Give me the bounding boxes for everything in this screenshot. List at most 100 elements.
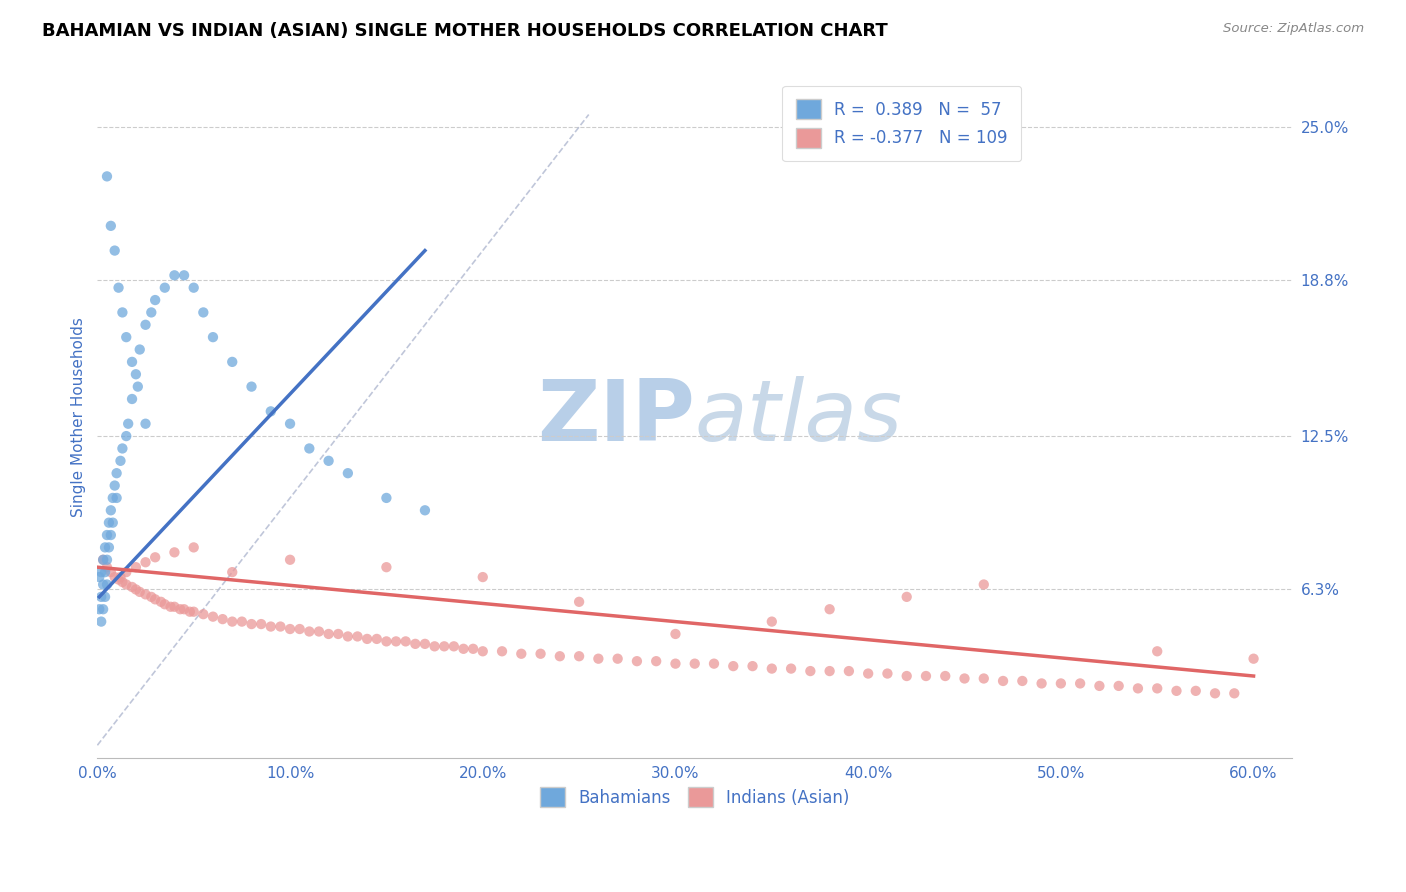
Point bbox=[105, 491, 128, 505]
Point bbox=[1146, 644, 1168, 658]
Point bbox=[100, 503, 122, 517]
Legend: Bahamians, Indians (Asian): Bahamians, Indians (Asian) bbox=[533, 780, 856, 814]
Point bbox=[250, 617, 273, 632]
Point bbox=[221, 615, 243, 629]
Point bbox=[606, 651, 628, 665]
Point bbox=[934, 669, 956, 683]
Point bbox=[104, 570, 127, 584]
Point bbox=[683, 657, 706, 671]
Point bbox=[89, 570, 111, 584]
Point bbox=[413, 637, 436, 651]
Point bbox=[1031, 676, 1053, 690]
Point bbox=[818, 602, 841, 616]
Point bbox=[115, 429, 138, 443]
Point bbox=[568, 649, 591, 664]
Point bbox=[125, 560, 148, 574]
Point bbox=[163, 545, 186, 559]
Point bbox=[761, 615, 783, 629]
Point bbox=[1146, 681, 1168, 696]
Point bbox=[163, 268, 186, 283]
Point bbox=[443, 640, 465, 654]
Point bbox=[125, 368, 148, 382]
Point bbox=[664, 657, 686, 671]
Point bbox=[90, 565, 112, 579]
Point bbox=[1126, 681, 1149, 696]
Point bbox=[135, 417, 157, 431]
Point bbox=[183, 281, 205, 295]
Point bbox=[159, 599, 181, 614]
Point bbox=[101, 516, 124, 530]
Point bbox=[104, 478, 127, 492]
Point bbox=[135, 555, 157, 569]
Point bbox=[328, 627, 350, 641]
Text: atlas: atlas bbox=[695, 376, 903, 459]
Point bbox=[128, 343, 150, 357]
Point bbox=[100, 219, 122, 233]
Point bbox=[221, 355, 243, 369]
Point bbox=[193, 305, 215, 319]
Point bbox=[201, 609, 224, 624]
Point bbox=[90, 590, 112, 604]
Point bbox=[1069, 676, 1091, 690]
Point bbox=[143, 550, 166, 565]
Point bbox=[143, 293, 166, 307]
Point bbox=[1184, 684, 1206, 698]
Point bbox=[260, 619, 283, 633]
Point bbox=[308, 624, 330, 639]
Point bbox=[173, 602, 195, 616]
Point bbox=[491, 644, 513, 658]
Point bbox=[1166, 684, 1188, 698]
Text: BAHAMIAN VS INDIAN (ASIAN) SINGLE MOTHER HOUSEHOLDS CORRELATION CHART: BAHAMIAN VS INDIAN (ASIAN) SINGLE MOTHER… bbox=[42, 22, 889, 40]
Point bbox=[127, 379, 149, 393]
Point bbox=[89, 602, 111, 616]
Point bbox=[96, 528, 118, 542]
Point bbox=[1243, 651, 1265, 665]
Point bbox=[626, 654, 648, 668]
Point bbox=[121, 392, 143, 406]
Point bbox=[96, 553, 118, 567]
Point bbox=[115, 330, 138, 344]
Point bbox=[318, 627, 340, 641]
Point bbox=[121, 580, 143, 594]
Point bbox=[141, 590, 163, 604]
Point bbox=[1108, 679, 1130, 693]
Point bbox=[471, 570, 494, 584]
Point bbox=[588, 651, 610, 665]
Point bbox=[110, 570, 132, 584]
Point bbox=[876, 666, 898, 681]
Point bbox=[149, 595, 172, 609]
Point bbox=[896, 669, 918, 683]
Point bbox=[269, 619, 291, 633]
Point bbox=[741, 659, 763, 673]
Point bbox=[260, 404, 283, 418]
Point bbox=[143, 592, 166, 607]
Point bbox=[183, 541, 205, 555]
Point bbox=[278, 417, 301, 431]
Point bbox=[90, 615, 112, 629]
Point bbox=[433, 640, 456, 654]
Point bbox=[278, 553, 301, 567]
Point bbox=[780, 662, 803, 676]
Point bbox=[115, 565, 138, 579]
Point bbox=[91, 553, 114, 567]
Point bbox=[375, 491, 398, 505]
Point bbox=[856, 666, 879, 681]
Point bbox=[1204, 686, 1226, 700]
Y-axis label: Single Mother Households: Single Mother Households bbox=[72, 318, 86, 517]
Point bbox=[366, 632, 388, 646]
Point bbox=[201, 330, 224, 344]
Point bbox=[101, 491, 124, 505]
Point bbox=[568, 595, 591, 609]
Point bbox=[91, 553, 114, 567]
Point bbox=[94, 590, 117, 604]
Point bbox=[169, 602, 191, 616]
Point bbox=[110, 454, 132, 468]
Point bbox=[356, 632, 378, 646]
Text: Source: ZipAtlas.com: Source: ZipAtlas.com bbox=[1223, 22, 1364, 36]
Point bbox=[375, 634, 398, 648]
Point bbox=[183, 605, 205, 619]
Point bbox=[96, 577, 118, 591]
Point bbox=[96, 560, 118, 574]
Point bbox=[111, 442, 134, 456]
Point bbox=[838, 664, 860, 678]
